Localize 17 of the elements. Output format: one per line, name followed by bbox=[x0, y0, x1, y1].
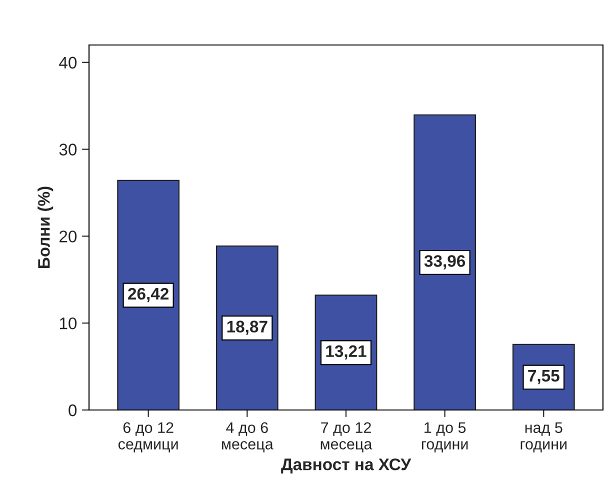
data-label: 13,21 bbox=[326, 345, 366, 360]
x-tick-label: над 5 години bbox=[520, 422, 566, 452]
x-tick-label: 6 до 12 седмици bbox=[118, 422, 178, 452]
y-tick-label: 20 bbox=[60, 230, 77, 242]
x-tick-label: 4 до 6 месеца bbox=[222, 422, 274, 452]
x-axis-title: Давност на ХСУ bbox=[281, 458, 412, 474]
y-axis-title: Болни (%) bbox=[38, 186, 54, 268]
x-tick-label: 1 до 5 години bbox=[422, 422, 468, 452]
data-label: 33,96 bbox=[424, 255, 466, 270]
y-tick-label: 30 bbox=[59, 144, 77, 156]
y-tick-label: 10 bbox=[60, 317, 77, 330]
y-tick-label: 40 bbox=[59, 56, 77, 69]
x-tick-label: 7 до 12 месеца bbox=[320, 422, 372, 452]
data-label: 26,42 bbox=[128, 288, 169, 302]
data-label: 18,87 bbox=[227, 320, 268, 335]
y-tick-label: 0 bbox=[68, 404, 77, 416]
data-label: 7,55 bbox=[528, 370, 560, 384]
